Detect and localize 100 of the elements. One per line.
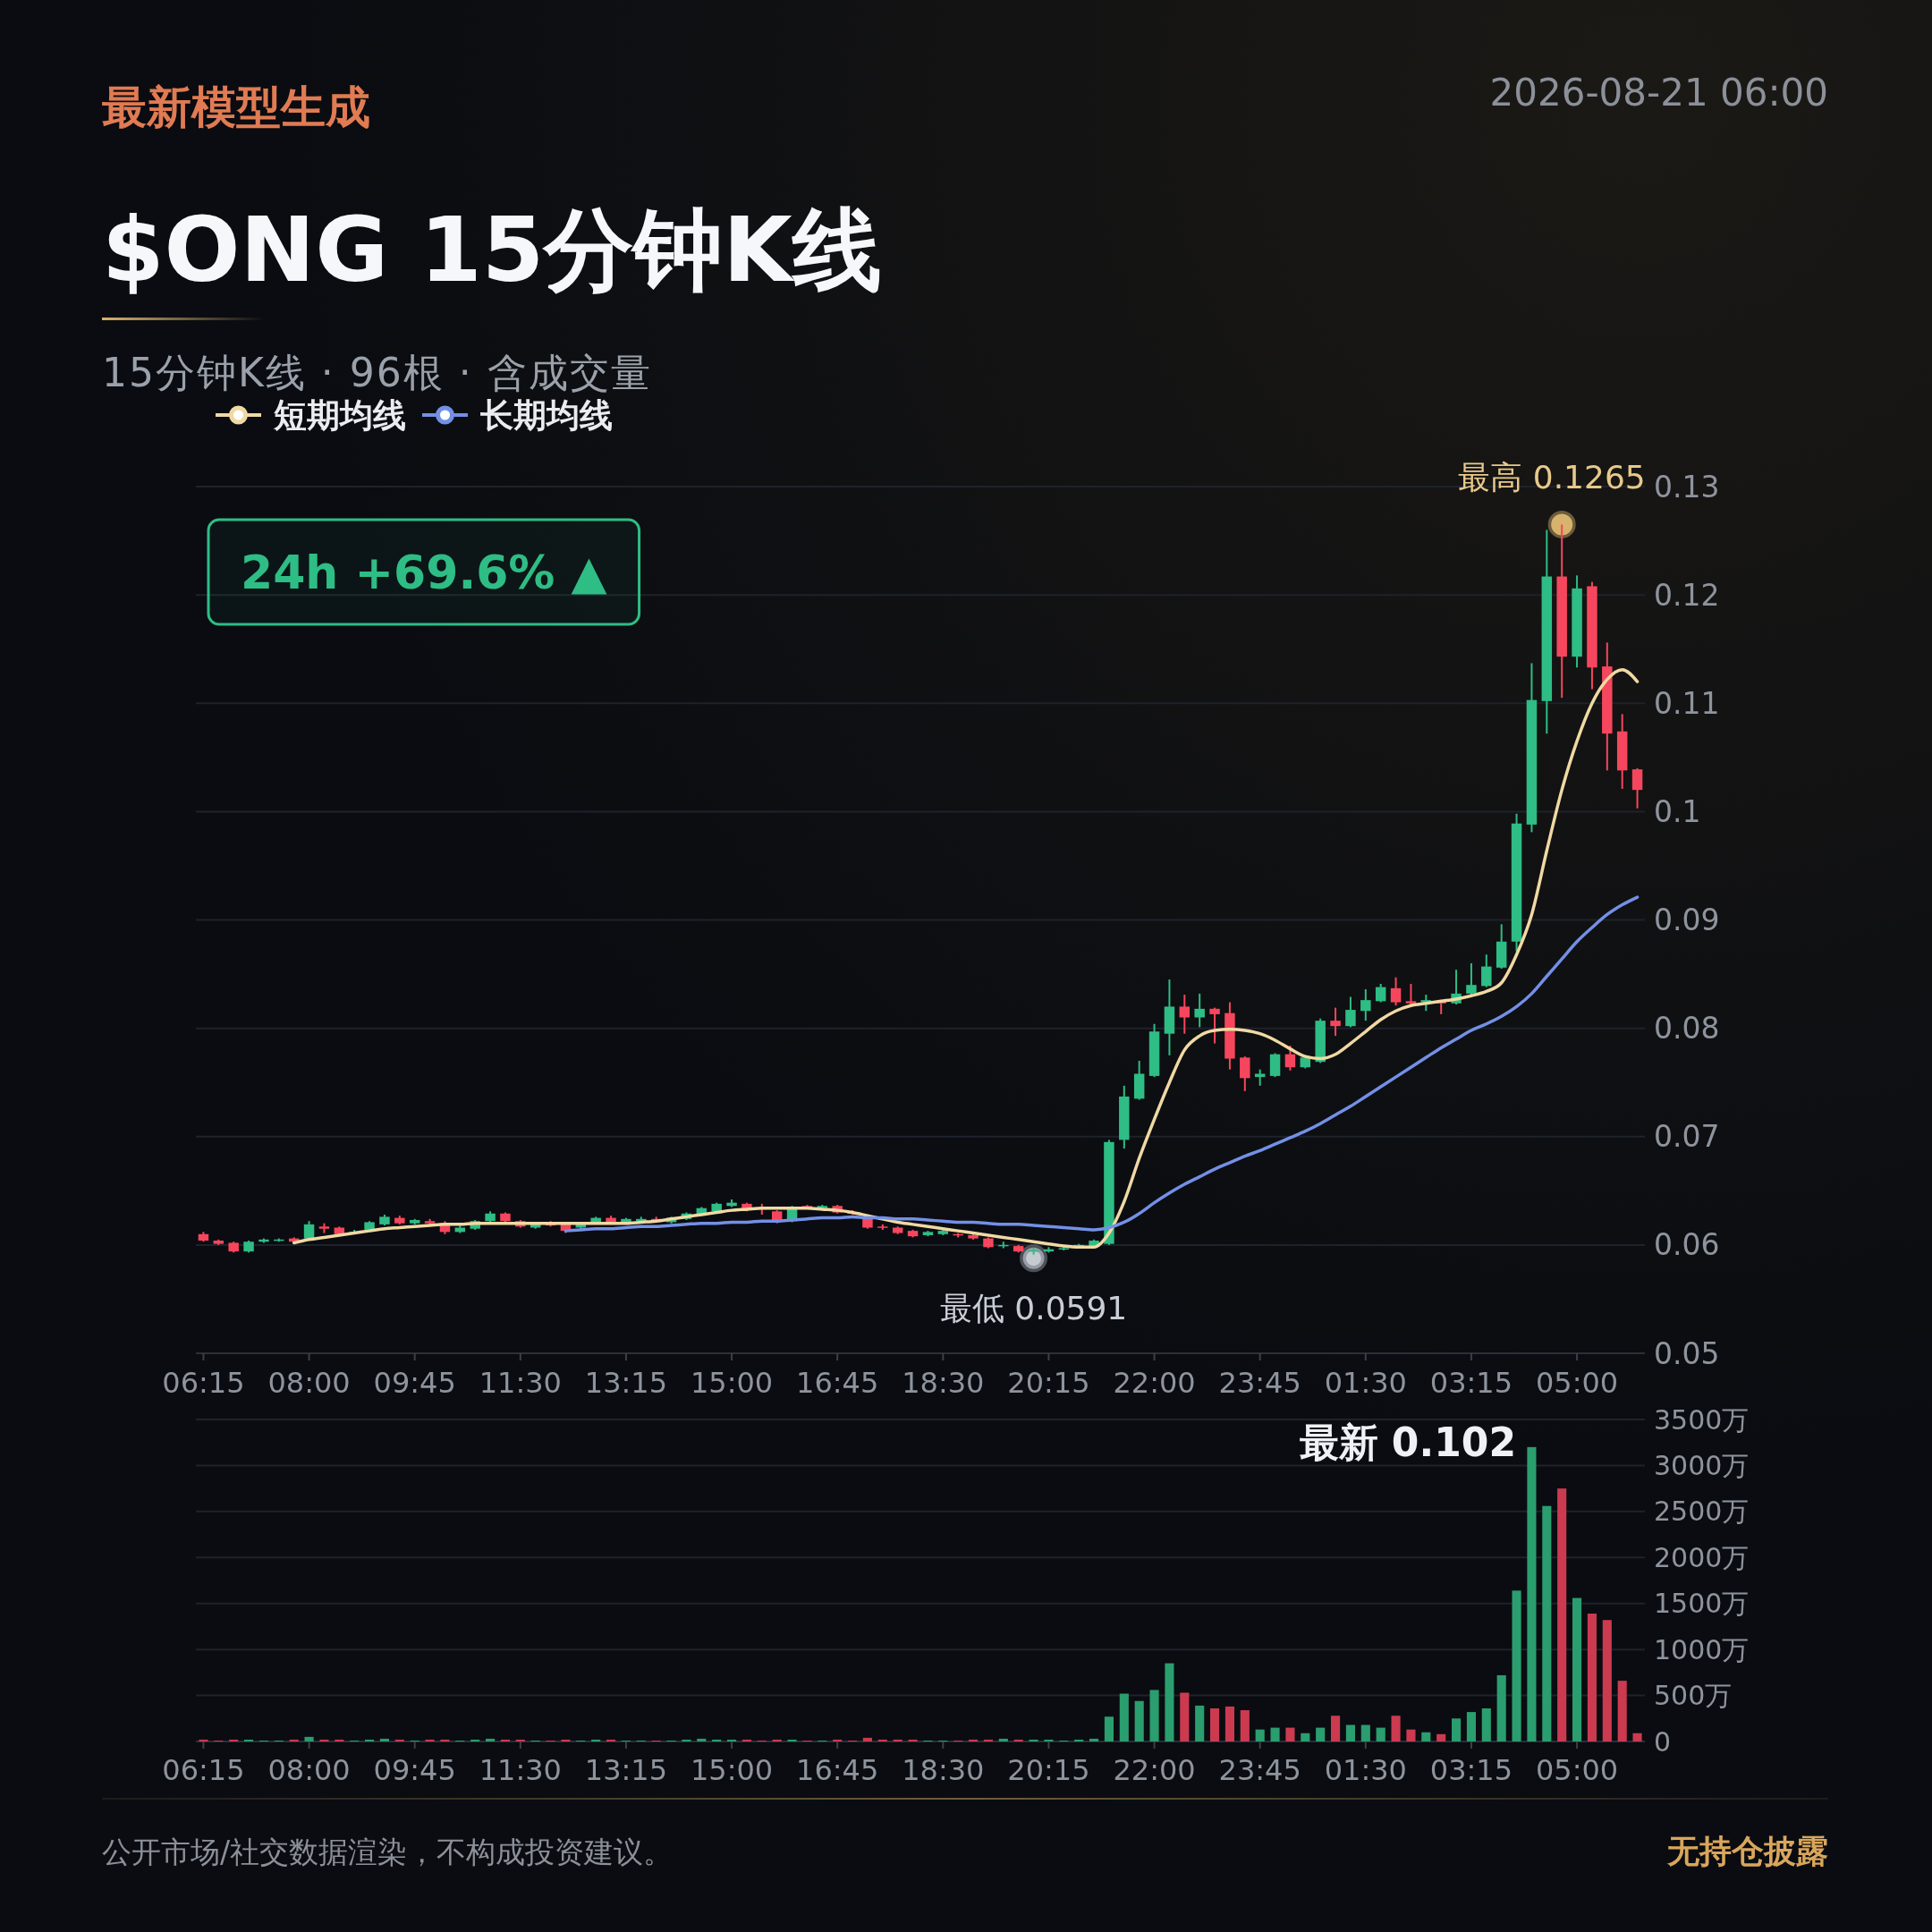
text: 无持仓披露	[1666, 1833, 1828, 1869]
x-tick-label: 13:15	[584, 1753, 668, 1787]
y-tick-label: 0.07	[1654, 1119, 1720, 1155]
bar	[1391, 1716, 1401, 1741]
x-tick-label: 08:00	[267, 1753, 351, 1787]
candlestick	[1330, 1006, 1341, 1038]
candlestick	[1466, 962, 1477, 996]
x-tick-label: 15:00	[690, 1366, 774, 1400]
bar	[1210, 1707, 1220, 1741]
bar	[335, 1739, 344, 1741]
y-tick-label: 0.1	[1654, 793, 1701, 829]
bar	[1452, 1718, 1462, 1741]
x-tick-label: 06:15	[162, 1753, 245, 1787]
x-tick-label: 09:45	[373, 1366, 456, 1400]
x-tick-label: 22:00	[1113, 1366, 1196, 1400]
y-tick-label: 0.12	[1654, 577, 1720, 613]
candlestick	[1405, 982, 1417, 1007]
candlestick	[1375, 982, 1386, 1004]
bar	[1224, 1706, 1235, 1741]
y-tick-label: 1500万	[1654, 1588, 1750, 1620]
bar	[1240, 1710, 1250, 1741]
y-tick-label: 500万	[1654, 1680, 1733, 1712]
bar	[1316, 1727, 1326, 1741]
x-tick-label: 18:30	[902, 1753, 985, 1787]
bar	[772, 1739, 782, 1741]
y-tick-label: 1000万	[1654, 1633, 1750, 1665]
legend-label: 长期均线	[480, 396, 613, 435]
y-tick-label: 0.06	[1654, 1227, 1720, 1263]
candlestick	[1254, 1068, 1266, 1087]
bar	[682, 1739, 691, 1741]
bar	[1134, 1700, 1144, 1741]
bar	[486, 1738, 496, 1741]
bar	[697, 1738, 707, 1741]
bar	[289, 1739, 299, 1741]
bar	[1285, 1727, 1295, 1741]
x-tick-label: 05:00	[1535, 1753, 1619, 1787]
y-tick-label: 0.11	[1654, 685, 1720, 721]
bar	[561, 1739, 571, 1741]
annotation: 最新 0.102	[1299, 1419, 1516, 1465]
x-tick-label: 01:30	[1324, 1366, 1407, 1400]
candlestick	[1179, 994, 1191, 1035]
bar	[1602, 1620, 1612, 1741]
x-tick-label: 15:00	[690, 1753, 774, 1787]
bar	[591, 1739, 601, 1741]
bar	[1617, 1681, 1627, 1741]
candlestick	[1194, 992, 1205, 1029]
bar	[425, 1739, 435, 1741]
x-tick-label: 16:45	[796, 1366, 879, 1400]
annotation: 最高 0.1265	[1458, 459, 1646, 496]
bar	[1029, 1739, 1038, 1741]
annotation: 24h +69.6% ▲	[241, 546, 607, 599]
x-tick-label: 06:15	[162, 1366, 245, 1400]
bar	[1119, 1693, 1129, 1741]
legend-label: 短期均线	[273, 396, 406, 435]
bar	[727, 1739, 737, 1741]
bar	[1376, 1727, 1385, 1741]
bar	[1345, 1724, 1356, 1741]
line-series	[292, 667, 1640, 1250]
x-tick-label: 23:45	[1218, 1753, 1301, 1787]
bar	[1195, 1705, 1205, 1741]
bar	[1466, 1712, 1477, 1741]
candlestick	[1360, 988, 1371, 1022]
candlestick	[1284, 1045, 1296, 1072]
bar	[877, 1739, 887, 1741]
bar	[908, 1739, 918, 1741]
bar	[893, 1739, 902, 1741]
y-tick-label: 3000万	[1654, 1449, 1750, 1481]
x-tick-label: 11:30	[479, 1366, 562, 1400]
bar	[1255, 1729, 1265, 1741]
y-tick-label: 0	[1654, 1725, 1672, 1758]
bar	[1542, 1505, 1552, 1741]
x-tick-label: 13:15	[584, 1366, 668, 1400]
x-tick-label: 05:00	[1535, 1366, 1619, 1400]
bar	[983, 1739, 994, 1741]
bar	[1587, 1614, 1597, 1741]
bar	[1104, 1716, 1114, 1741]
bar	[1165, 1663, 1174, 1741]
candlestick	[1481, 953, 1492, 988]
x-tick-label: 18:30	[902, 1366, 985, 1400]
bar	[1406, 1729, 1416, 1741]
bar	[969, 1739, 979, 1741]
bar	[394, 1739, 404, 1741]
y-tick-label: 0.08	[1654, 1011, 1720, 1046]
bar	[741, 1739, 751, 1741]
bar	[1270, 1727, 1280, 1741]
bar	[1149, 1690, 1159, 1741]
bar	[379, 1738, 389, 1741]
chart-title: $ONG 15分钟K线	[102, 198, 882, 302]
bar	[862, 1737, 872, 1741]
bar	[1421, 1732, 1431, 1741]
text: 公开市场/社交数据渲染，不构成投资建议。	[102, 1835, 674, 1869]
x-tick-label: 20:15	[1007, 1366, 1090, 1400]
annotation: 最低 0.0591	[939, 1289, 1128, 1326]
y-tick-label: 3500万	[1654, 1403, 1750, 1436]
bar	[1044, 1739, 1054, 1741]
candlestick	[1345, 996, 1356, 1029]
bar	[998, 1738, 1008, 1741]
y-tick-label: 0.13	[1654, 469, 1720, 504]
bar	[1557, 1488, 1567, 1741]
bar	[1496, 1674, 1506, 1741]
